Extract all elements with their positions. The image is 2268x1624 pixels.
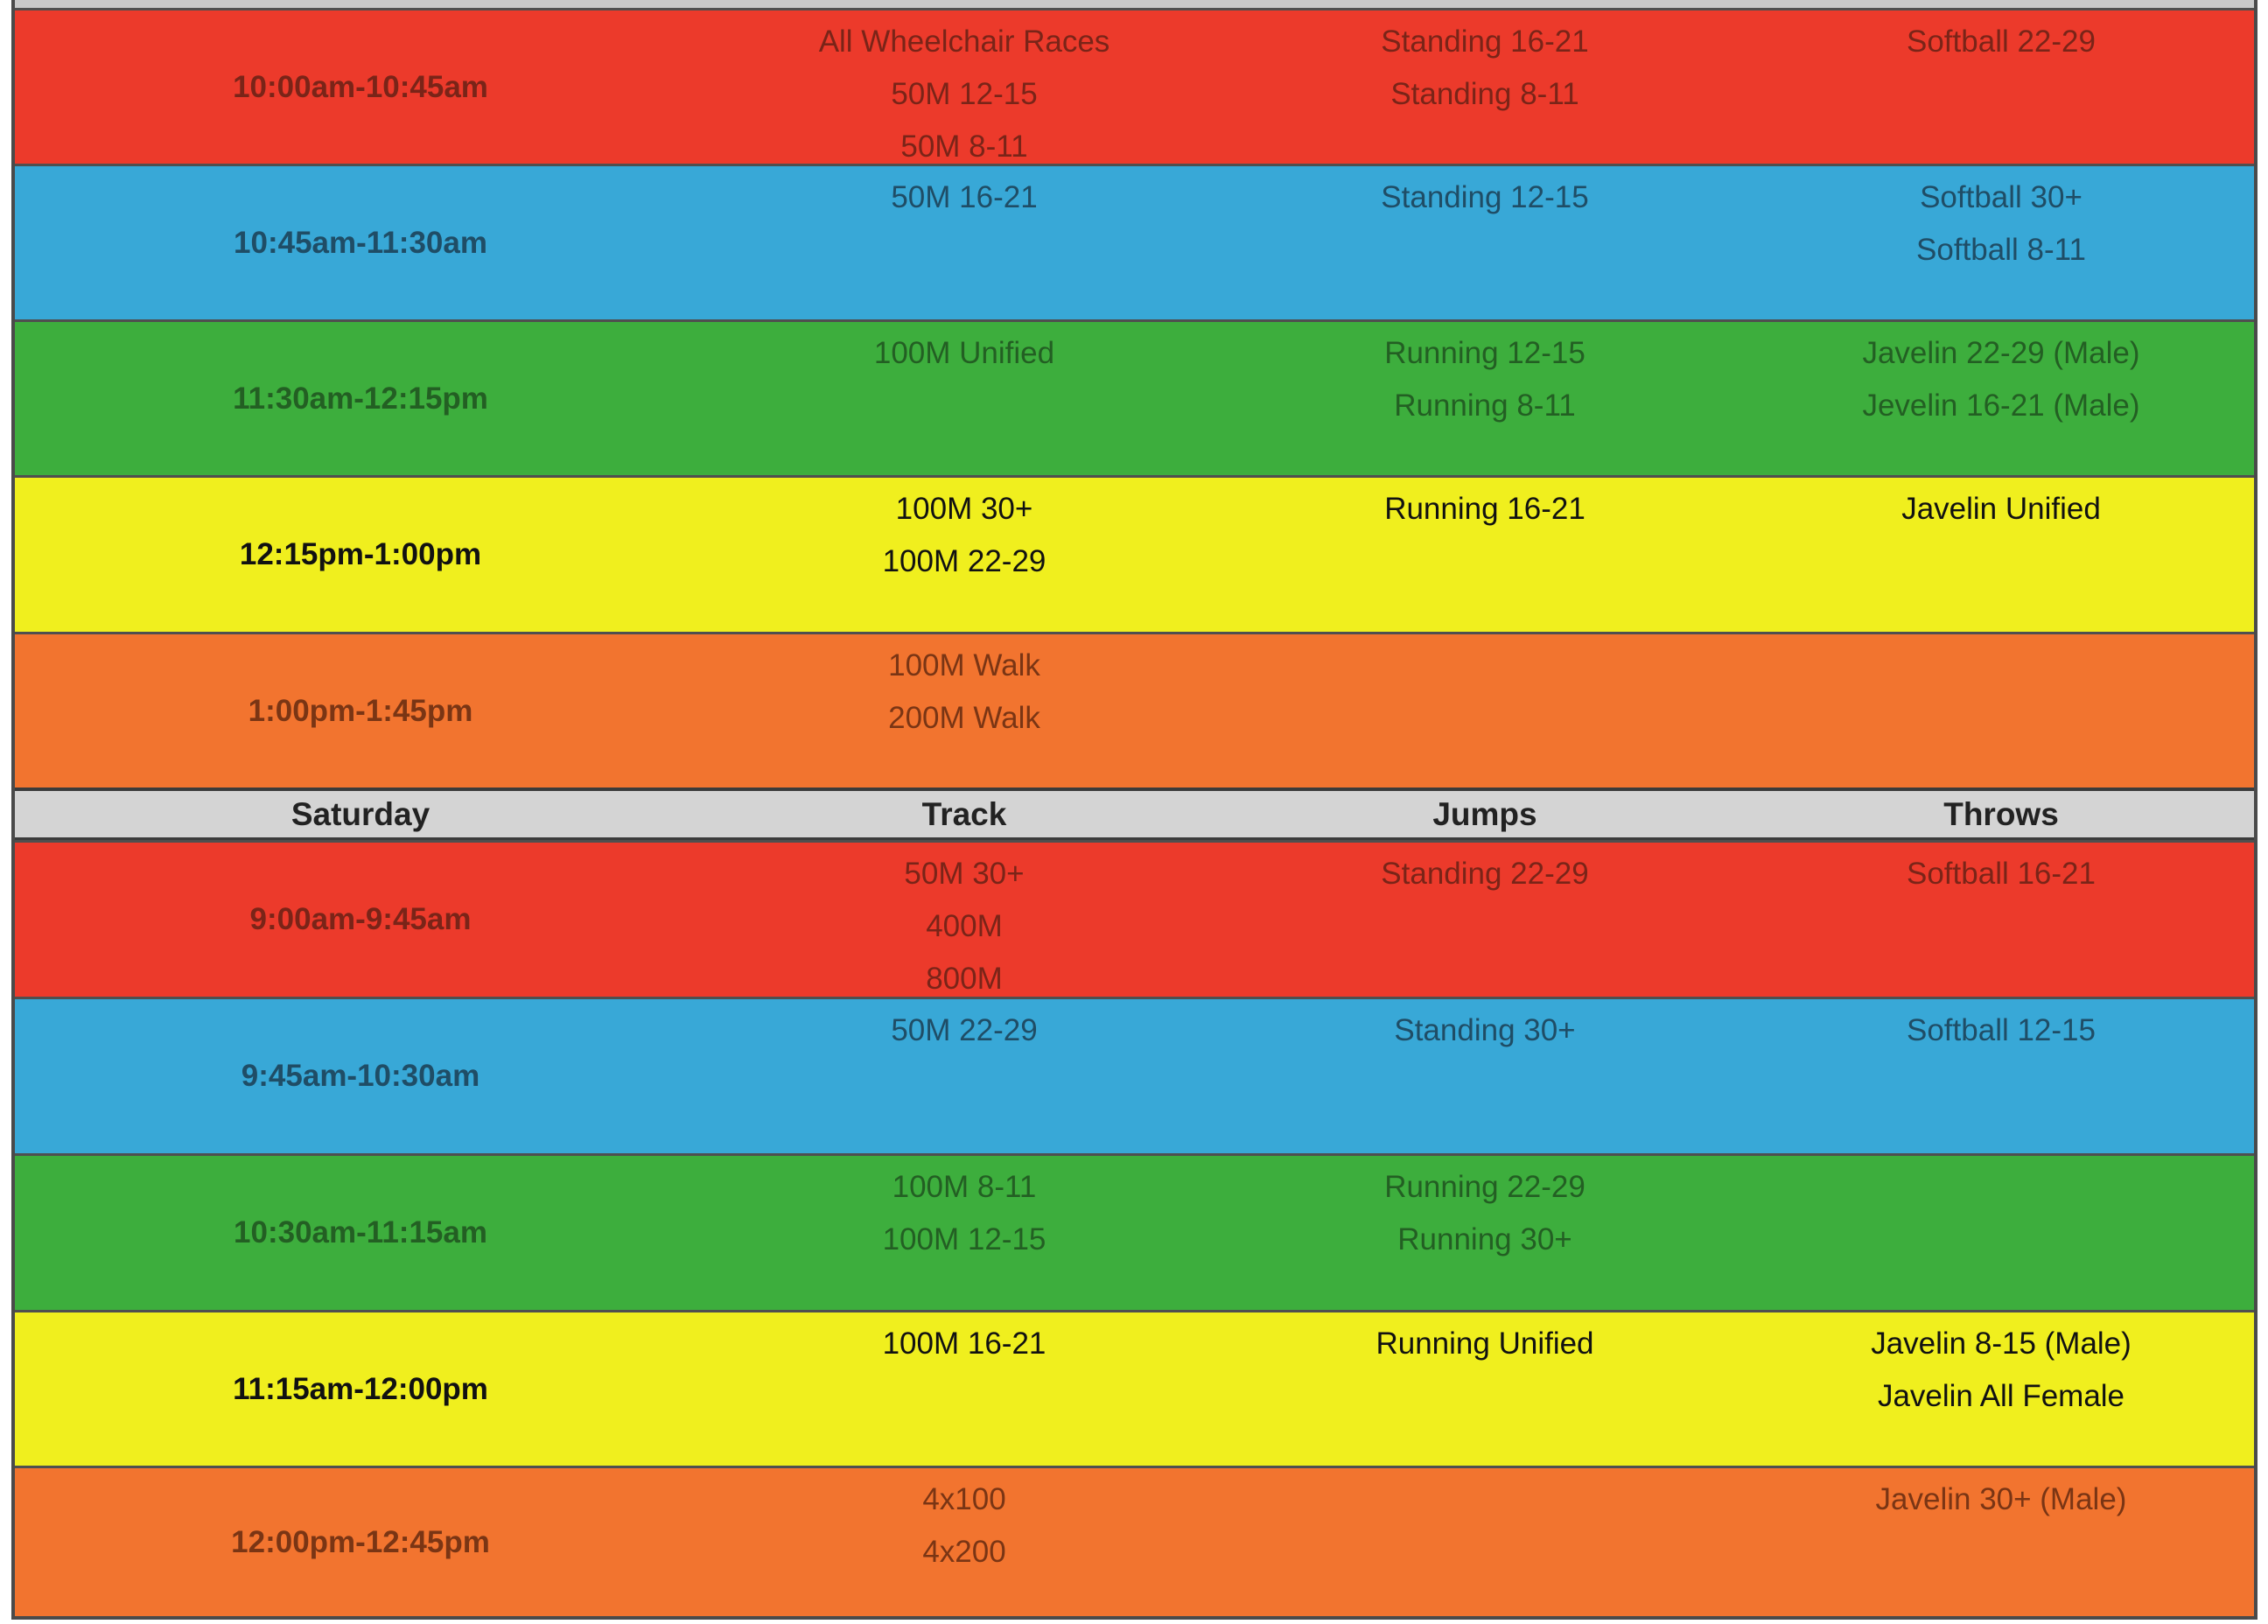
- schedule-row: 9:45am-10:30am 50M 22-29 Standing 30+ Softb…: [15, 997, 2254, 1153]
- track-cell: 50M 22-29: [706, 999, 1222, 1153]
- column-header-row: Saturday Track Jumps Throws: [15, 788, 2254, 840]
- schedule-row: 9:00am-9:45am 50M 30+ 400M 800M Standing 22-…: [15, 840, 2254, 997]
- jumps-cell: Standing 30+: [1222, 999, 1747, 1153]
- schedule-row: 12:15pm-1:00pm 100M 30+ 100M 22-29 Running …: [15, 475, 2254, 632]
- throws-cell: [1747, 634, 2255, 788]
- throws-cell: Javelin Unified: [1747, 478, 2255, 632]
- throws-event: Javelin 22-29 (Male): [1862, 336, 2140, 370]
- schedule-row: 11:30am-12:15pm 100M Unified Running 12-15…: [15, 319, 2254, 475]
- schedule-row: 10:00am-10:45am All Wheelchair Races 50M 1…: [15, 8, 2254, 164]
- jumps-event: Running 16-21: [1384, 492, 1586, 526]
- time-slot: 9:45am-10:30am: [241, 1059, 480, 1093]
- track-event: 50M 16-21: [891, 180, 1038, 214]
- throws-event: Softball 30+: [1920, 180, 2082, 214]
- schedule-row: 10:30am-11:15am 100M 8-11 100M 12-15 Runnin…: [15, 1153, 2254, 1310]
- schedule-sheet: 10:00am-10:45am All Wheelchair Races 50M 1…: [11, 0, 2258, 1620]
- jumps-event: Running 12-15: [1384, 336, 1586, 370]
- track-cell: 100M Unified: [706, 322, 1222, 475]
- track-event: 50M 8-11: [900, 130, 1028, 164]
- throws-cell: Softball 16-21: [1747, 843, 2255, 997]
- jumps-event: Standing 30+: [1394, 1013, 1576, 1047]
- schedule-row: 11:15am-12:00pm 100M 16-21 Running Unified…: [15, 1310, 2254, 1466]
- track-event: 4x200: [922, 1535, 1006, 1569]
- throws-cell: Javelin 30+ (Male): [1747, 1468, 2255, 1616]
- throws-event: Softball 16-21: [1907, 857, 2096, 891]
- throws-cell: Softball 22-29: [1747, 10, 2255, 164]
- time-slot: 11:15am-12:00pm: [233, 1371, 488, 1406]
- throws-cell: [1747, 1156, 2255, 1310]
- header-track: Track: [921, 795, 1007, 832]
- schedule-row: 12:00pm-12:45pm 4x100 4x200 Javelin 30+ (Ma…: [15, 1466, 2254, 1616]
- time-slot: 12:00pm-12:45pm: [231, 1524, 490, 1559]
- track-cell: 100M 8-11 100M 12-15: [706, 1156, 1222, 1310]
- jumps-cell: Running 12-15 Running 8-11: [1222, 322, 1747, 475]
- throws-cell: Javelin 8-15 (Male) Javelin All Female: [1747, 1312, 2255, 1466]
- schedule-row: 1:00pm-1:45pm 100M Walk 200M Walk: [15, 632, 2254, 788]
- jumps-cell: Running Unified: [1222, 1312, 1747, 1466]
- jumps-cell: Standing 22-29: [1222, 843, 1747, 997]
- jumps-event: Running 22-29: [1384, 1170, 1586, 1204]
- track-event: 800M: [926, 962, 1003, 996]
- throws-event: Jevelin 16-21 (Male): [1862, 388, 2140, 423]
- track-event: 200M Walk: [888, 701, 1040, 735]
- throws-cell: Javelin 22-29 (Male) Jevelin 16-21 (Male): [1747, 322, 2255, 475]
- jumps-cell: Standing 12-15: [1222, 166, 1747, 319]
- track-event: 400M: [926, 909, 1003, 943]
- header-jumps: Jumps: [1432, 795, 1537, 832]
- jumps-event: Standing 12-15: [1381, 180, 1589, 214]
- track-cell: 100M 16-21: [706, 1312, 1222, 1466]
- track-event: 100M Walk: [888, 648, 1040, 682]
- track-event: 100M 16-21: [882, 1326, 1046, 1361]
- throws-event: Softball 12-15: [1907, 1013, 2096, 1047]
- header-day: Saturday: [290, 795, 430, 832]
- track-cell: 50M 16-21: [706, 166, 1222, 319]
- jumps-cell: Running 16-21: [1222, 478, 1747, 632]
- schedule-row: 10:45am-11:30am 50M 16-21 Standing 12-15 So…: [15, 164, 2254, 319]
- track-cell: 50M 30+ 400M 800M: [706, 843, 1222, 997]
- jumps-event: Running 30+: [1397, 1222, 1572, 1256]
- track-cell: 4x100 4x200: [706, 1468, 1222, 1616]
- track-event: 50M 30+: [904, 857, 1025, 891]
- time-slot: 11:30am-12:15pm: [233, 381, 488, 416]
- track-event: 100M 22-29: [882, 544, 1046, 578]
- track-event: 100M 8-11: [892, 1170, 1037, 1204]
- jumps-cell: Running 22-29 Running 30+: [1222, 1156, 1747, 1310]
- time-slot: 1:00pm-1:45pm: [248, 693, 473, 728]
- track-cell: All Wheelchair Races 50M 12-15 50M 8-11: [706, 10, 1222, 164]
- jumps-event: Running 8-11: [1394, 388, 1576, 423]
- jumps-event: Standing 8-11: [1390, 77, 1579, 111]
- throws-event: Javelin Unified: [1901, 492, 2101, 526]
- jumps-cell: [1222, 634, 1747, 788]
- track-event: All Wheelchair Races: [818, 24, 1110, 59]
- jumps-event: Running Unified: [1376, 1326, 1594, 1361]
- time-slot: 10:45am-11:30am: [234, 225, 487, 260]
- throws-event: Softball 22-29: [1907, 24, 2096, 59]
- time-slot: 10:30am-11:15am: [234, 1215, 487, 1250]
- track-cell: 100M Walk 200M Walk: [706, 634, 1222, 788]
- track-event: 100M Unified: [873, 336, 1055, 370]
- jumps-cell: Standing 16-21 Standing 8-11: [1222, 10, 1747, 164]
- track-event: 4x100: [922, 1482, 1006, 1516]
- track-event: 100M 12-15: [882, 1222, 1046, 1256]
- track-event: 50M 22-29: [891, 1013, 1038, 1047]
- jumps-event: Standing 16-21: [1381, 24, 1589, 59]
- throws-cell: Softball 30+ Softball 8-11: [1747, 166, 2255, 319]
- time-slot: 12:15pm-1:00pm: [239, 537, 482, 571]
- throws-event: Javelin 30+ (Male): [1875, 1482, 2127, 1516]
- track-event: 50M 12-15: [891, 77, 1038, 111]
- jumps-cell: [1222, 1468, 1747, 1616]
- throws-event: Softball 8-11: [1916, 233, 2086, 267]
- throws-cell: Softball 12-15: [1747, 999, 2255, 1153]
- throws-event: Javelin All Female: [1877, 1379, 2125, 1413]
- header-throws: Throws: [1943, 795, 2059, 832]
- track-cell: 100M 30+ 100M 22-29: [706, 478, 1222, 632]
- throws-event: Javelin 8-15 (Male): [1871, 1326, 2132, 1361]
- time-slot: 9:00am-9:45am: [249, 902, 472, 936]
- track-event: 100M 30+: [895, 492, 1033, 526]
- time-slot: 10:00am-10:45am: [233, 69, 488, 104]
- jumps-event: Standing 22-29: [1381, 857, 1589, 891]
